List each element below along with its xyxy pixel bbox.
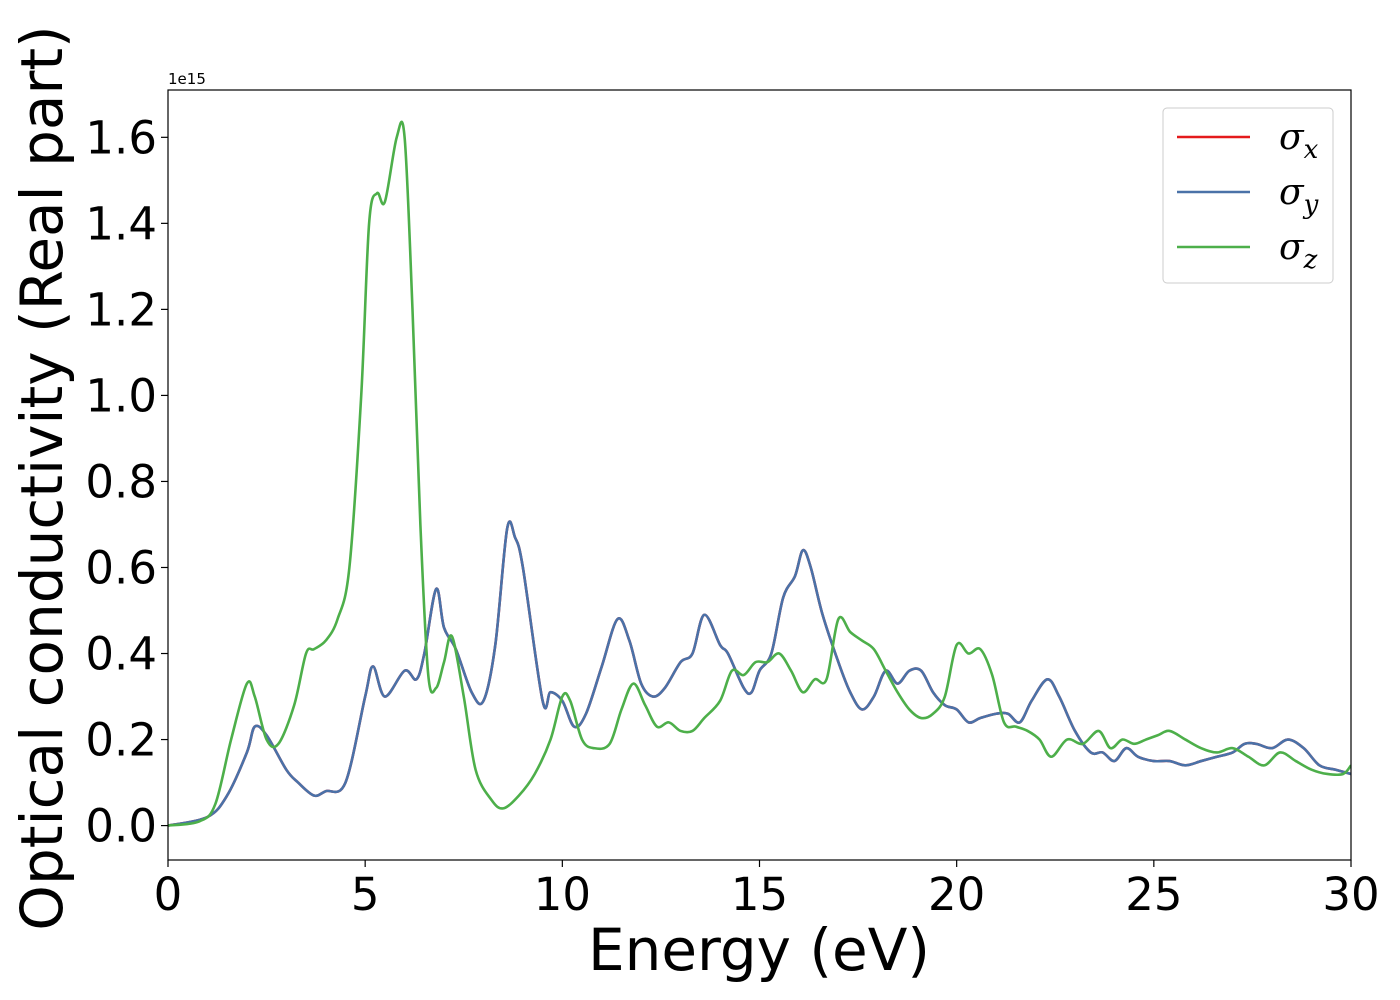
y-tick-label: 0.2 [85, 714, 157, 767]
series-layer [168, 120, 1351, 827]
series-line-z [168, 120, 1351, 827]
x-tick-label: 10 [534, 868, 591, 921]
x-axis: 0 5 10 15 20 25 30 [154, 860, 1380, 921]
y-tick-label: 0.6 [85, 541, 157, 594]
y-tick-label: 1.2 [85, 283, 157, 336]
x-axis-title: Energy (eV) [588, 916, 930, 984]
x-tick-label: 15 [731, 868, 788, 921]
y-tick-label: 0.4 [85, 628, 157, 681]
x-tick-label: 5 [351, 868, 380, 921]
legend-label-x: σx [1279, 117, 1319, 165]
y-axis-title: Optical conductivity (Real part) [8, 25, 76, 930]
y-axis-offset-label: 1e15 [168, 70, 206, 88]
legend: σx σy σz [1162, 107, 1334, 284]
series-line-y [168, 520, 1351, 827]
y-tick-label: 0.8 [85, 455, 157, 508]
x-tick-label: 30 [1322, 868, 1379, 921]
x-tick-label: 20 [928, 868, 985, 921]
legend-label-y: σy [1279, 172, 1319, 220]
x-tick-label: 25 [1125, 868, 1182, 921]
x-tick-label: 0 [154, 868, 183, 921]
y-tick-label: 1.4 [85, 197, 157, 250]
legend-label-z: σz [1279, 227, 1318, 275]
y-tick-label: 0.0 [85, 800, 157, 853]
legend-box [1162, 107, 1334, 284]
y-tick-label: 1.6 [85, 111, 157, 164]
y-tick-label: 1.0 [85, 369, 157, 422]
y-axis: 0.0 0.2 0.4 0.6 0.8 1.0 1.2 1.4 1.6 [85, 111, 168, 853]
